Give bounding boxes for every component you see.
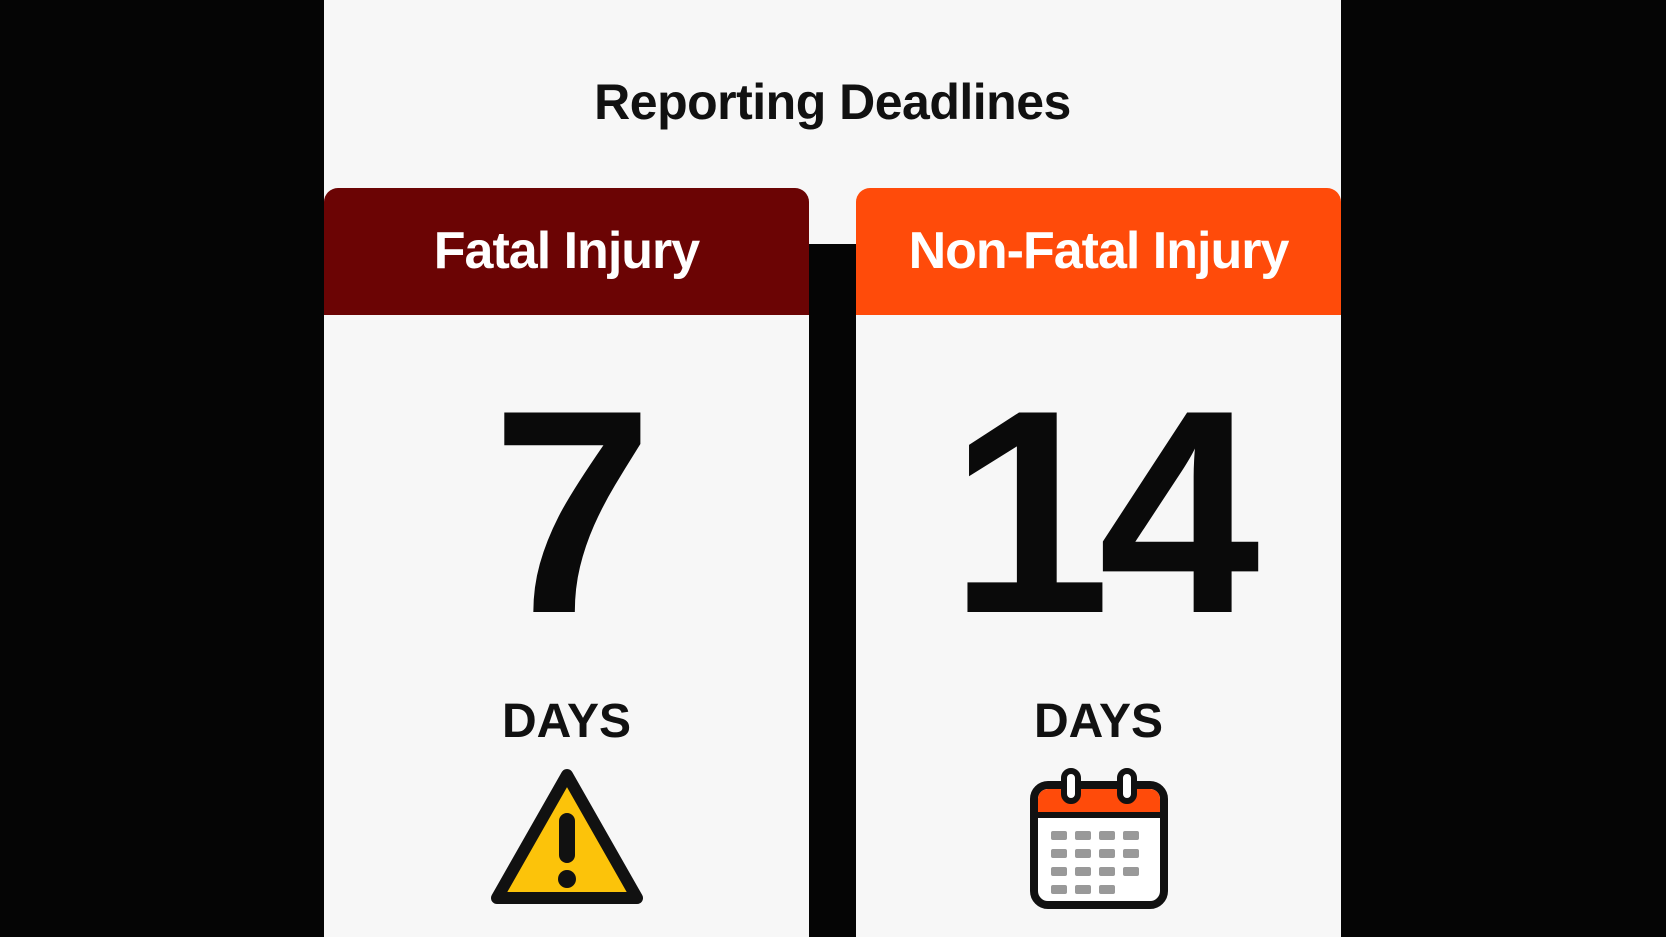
infographic-panel: Reporting Deadlines Fatal Injury 7 DAYS … xyxy=(324,0,1341,937)
warning-icon xyxy=(490,769,643,904)
card-header: Non-Fatal Injury xyxy=(856,188,1341,315)
fatal-injury-card: Fatal Injury 7 DAYS xyxy=(324,188,809,937)
card-header: Fatal Injury xyxy=(324,188,809,315)
page-title: Reporting Deadlines xyxy=(594,74,1071,130)
calendar-icon xyxy=(1029,768,1168,909)
deadline-unit: DAYS xyxy=(1034,695,1163,748)
deadline-number: 14 xyxy=(949,350,1260,674)
non-fatal-injury-card: Non-Fatal Injury 14 DAYS xyxy=(856,188,1341,937)
deadline-unit: DAYS xyxy=(502,695,631,748)
deadline-number: 7 xyxy=(491,350,653,674)
divider xyxy=(809,244,856,937)
